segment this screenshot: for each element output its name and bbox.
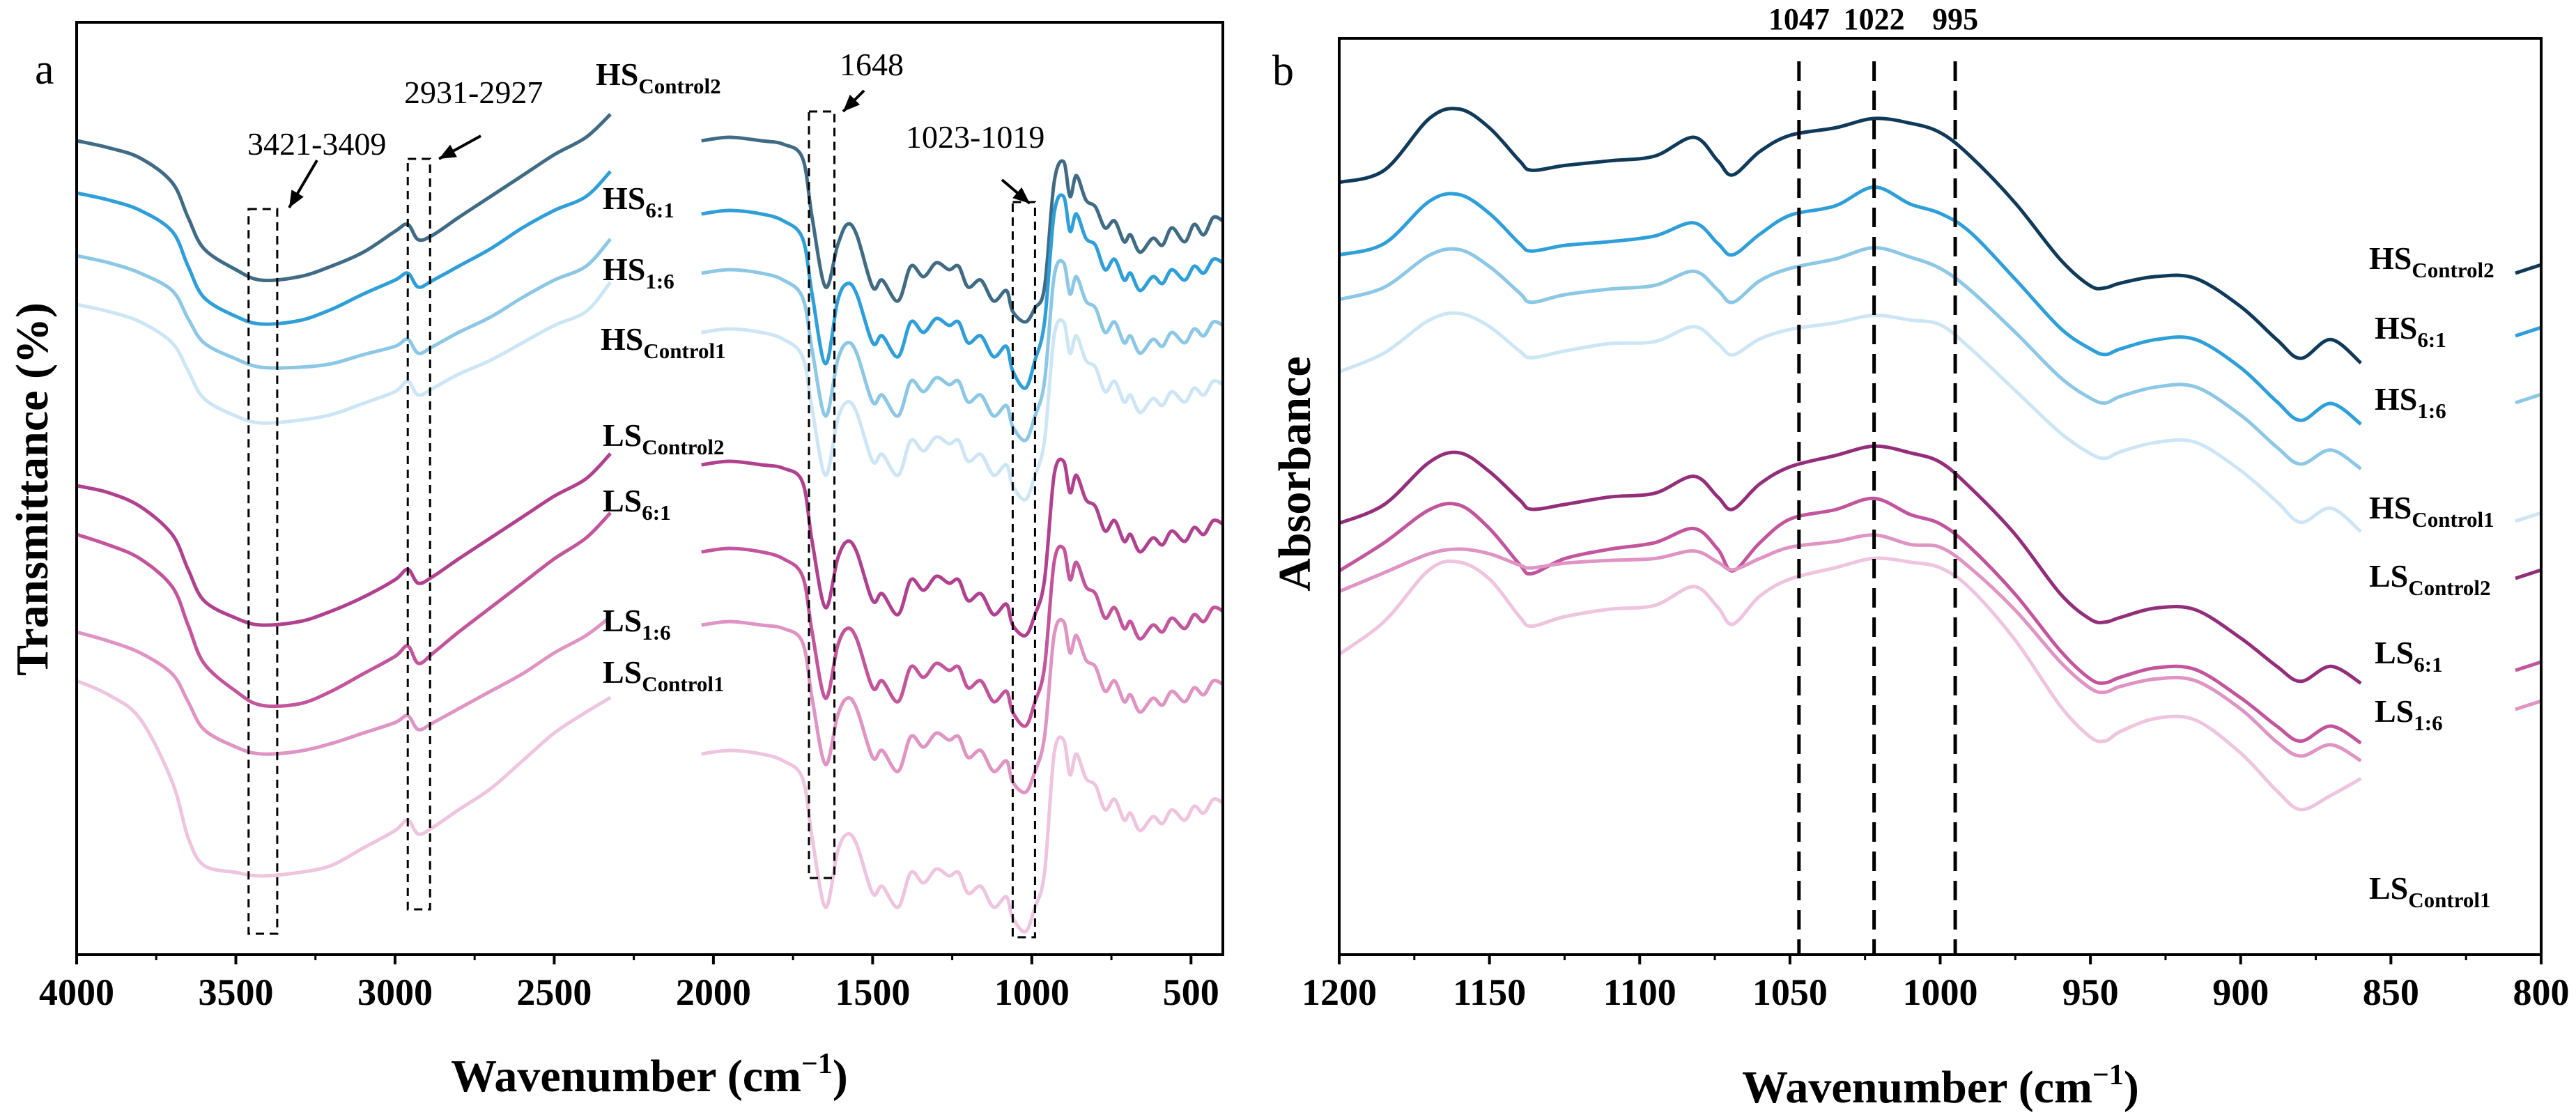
panel-b-legend: HSControl2 HS6:1 HS1:6 HSControl1 LSControl2… <box>2369 240 2494 912</box>
a-legend-label-2: HS1:6 <box>603 252 674 293</box>
b-tick-label-950: 950 <box>2062 971 2119 1013</box>
a-tick-label-4000: 4000 <box>39 971 114 1013</box>
a-series-HS_1_6-high <box>76 238 612 370</box>
b-series-tail-6 <box>2515 699 2542 711</box>
b-series-HS_1_6 <box>1339 245 2362 470</box>
b-series-tail-3 <box>2515 511 2542 523</box>
panel-a-x-ticks: 4000 3500 3000 2500 2000 1500 1000 500 <box>39 955 1219 1013</box>
b-series-HS_Control1 <box>1339 311 2362 533</box>
b-tick-label-900: 900 <box>2212 971 2269 1013</box>
b-series-tail-2 <box>2515 392 2542 405</box>
a-tick-label-2000: 2000 <box>676 971 751 1013</box>
b-legend-label-6: LS1:6 <box>2375 693 2443 735</box>
a-legend-label-3: HSControl1 <box>601 321 726 363</box>
a-legend-label-1: HS6:1 <box>603 180 674 222</box>
a-annotation-box-2 <box>808 110 836 879</box>
a-tick-label-500: 500 <box>1163 971 1219 1013</box>
b-legend-label-5: LS6:1 <box>2375 635 2443 677</box>
a-annotation-label-0: 3421-3409 <box>247 126 386 162</box>
b-peak-label-1047: 1047 <box>1768 2 1830 36</box>
a-annotation-box-1 <box>406 157 431 911</box>
b-tick-label-1100: 1100 <box>1603 971 1676 1013</box>
a-series-HS_Control1-high <box>76 281 612 425</box>
b-tick-label-1000: 1000 <box>1903 971 1978 1013</box>
panel-b-frame <box>1338 37 2543 956</box>
b-tick-label-1200: 1200 <box>1302 971 1377 1013</box>
a-series-LS_6_1-high <box>76 511 612 709</box>
b-legend-label-2: HS1:6 <box>2375 381 2446 423</box>
panel-b-lines <box>1338 107 2542 812</box>
a-series-HS_Control2-fingerprint <box>701 135 1224 324</box>
a-tick-label-1500: 1500 <box>835 971 910 1013</box>
a-annotation-label-3: 1023-1019 <box>906 119 1044 155</box>
a-tick-label-2500: 2500 <box>516 971 592 1013</box>
b-series-HS_6_1 <box>1339 185 2362 426</box>
a-legend-label-7: LSControl1 <box>603 654 725 696</box>
a-tick-label-3000: 3000 <box>357 971 433 1013</box>
panel-b-x-ticks: 1200 1150 1100 1050 1000 950 900 850 800 <box>1302 955 2570 1013</box>
panel-b-x-axis-label: Wavenumber (cm−1) <box>1742 1059 2139 1113</box>
b-series-LS_1_6 <box>1339 533 2362 762</box>
b-series-LS_6_1 <box>1338 496 2362 745</box>
panel-b-peak-markers: 1047 1022 995 <box>1768 2 1978 955</box>
b-tick-label-1050: 1050 <box>1752 971 1828 1013</box>
panel-a: a 3421-3409 2931-2927 1648 1023-1019 HSCont… <box>7 21 1224 1102</box>
panel-a-x-axis-label: Wavenumber (cm−1) <box>451 1048 848 1102</box>
panel-b: b 1047 1022 995 HSControl2HS6:1HS1:6HSCont… <box>1270 2 2570 1113</box>
b-series-tail-1 <box>2515 325 2542 338</box>
b-legend-label-1: HS6:1 <box>2375 310 2446 352</box>
b-tick-label-1150: 1150 <box>1453 971 1526 1013</box>
b-series-tail-0 <box>2515 263 2542 275</box>
panel-a-y-axis-label: Transmittance (%) <box>7 302 58 676</box>
panel-a-annotations: 3421-3409 2931-2927 1648 1023-1019 <box>247 47 1044 939</box>
b-peak-label-995: 995 <box>1932 2 1978 36</box>
a-series-HS_6_1-fingerprint <box>701 193 1224 390</box>
b-peak-label-1022: 1022 <box>1844 2 1905 36</box>
b-tick-label-800: 800 <box>2513 971 2570 1013</box>
a-tick-label-3500: 3500 <box>198 971 273 1013</box>
b-tick-label-850: 850 <box>2363 971 2419 1013</box>
a-legend-label-0: HSControl2 <box>596 56 721 98</box>
a-annotation-box-3 <box>1011 201 1036 939</box>
a-annotation-arrowhead-0 <box>289 190 304 208</box>
panel-a-frame <box>75 21 1224 956</box>
a-legend-label-5: LS6:1 <box>603 483 671 525</box>
a-annotation-arrowhead-1 <box>439 144 457 159</box>
panel-a-legend: HSControl2 HS6:1 HS1:6 HSControl1 LSControl2… <box>596 56 726 696</box>
a-series-LS_1_6-high <box>76 615 612 756</box>
a-legend-label-6: LS1:6 <box>603 603 671 645</box>
a-tick-label-1000: 1000 <box>994 971 1070 1013</box>
a-legend-label-4: LSControl2 <box>603 417 725 459</box>
a-series-LS_Control1-high <box>76 679 612 878</box>
a-annotation-label-2: 1648 <box>840 47 904 82</box>
b-series-tail-5 <box>2515 660 2542 672</box>
panel-b-label: b <box>1272 47 1294 95</box>
a-series-HS_Control2-high <box>76 113 612 282</box>
a-annotation-arrowhead-2 <box>843 94 861 111</box>
a-series-LS_1_6-fingerprint <box>701 617 1224 794</box>
a-series-LS_Control2-high <box>76 452 612 627</box>
b-legend-label-0: HSControl2 <box>2369 240 2494 282</box>
a-annotation-box-0 <box>247 208 279 935</box>
b-series-HS_Control2 <box>1339 107 2362 364</box>
b-legend-label-4: LSControl2 <box>2369 558 2491 600</box>
b-series-LS_Control1 <box>1338 556 2362 812</box>
a-series-LS_6_1-fingerprint <box>701 544 1224 728</box>
b-legend-label-7: LSControl1 <box>2369 870 2491 912</box>
a-series-LS_Control2-fingerprint <box>701 457 1224 638</box>
a-annotation-label-1: 2931-2927 <box>404 75 543 110</box>
b-series-LS_Control2 <box>1339 444 2362 685</box>
a-series-LS_Control1-fingerprint <box>701 735 1224 934</box>
b-series-tail-4 <box>2515 568 2542 580</box>
panel-b-y-axis-label: Absorbance <box>1270 356 1320 591</box>
a-series-HS_6_1-high <box>76 170 612 326</box>
a-annotation-arrowhead-3 <box>1012 187 1030 203</box>
b-legend-label-3: HSControl1 <box>2369 490 2494 532</box>
panel-a-label: a <box>35 46 54 93</box>
